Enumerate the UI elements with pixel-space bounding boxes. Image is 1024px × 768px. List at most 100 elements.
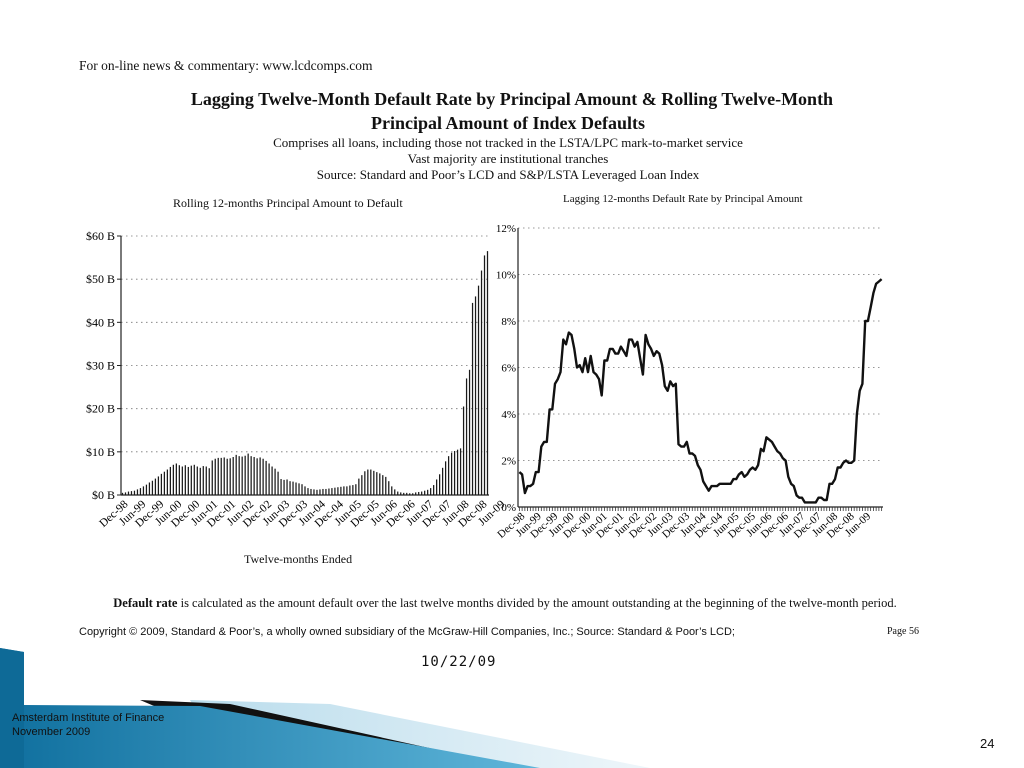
bar: [196, 466, 198, 495]
bar: [388, 481, 390, 495]
y-tick-label: $20 B: [86, 402, 115, 416]
bar: [142, 486, 145, 495]
y-tick-label: 4%: [501, 409, 516, 421]
bar: [154, 478, 157, 495]
bar: [340, 486, 342, 495]
bar: [474, 296, 477, 495]
bar: [301, 484, 303, 495]
bar: [136, 489, 139, 495]
right-chart-title: Lagging 12-months Default Rate by Princi…: [563, 193, 803, 205]
bar: [292, 481, 294, 495]
bar: [430, 488, 432, 495]
institute-date: November 2009: [12, 726, 91, 738]
slide-date: 10/22/09: [421, 654, 497, 670]
bar: [253, 457, 255, 495]
left-chart-xlabel: Twelve-months Ended: [244, 552, 353, 566]
bar: [406, 492, 408, 495]
decor-blue-wedge: [0, 648, 540, 768]
bar: [447, 456, 450, 495]
y-tick-label: $10 B: [86, 445, 115, 459]
bar: [364, 471, 366, 495]
bar: [382, 475, 384, 495]
bar: [373, 470, 375, 495]
bar: [477, 285, 480, 495]
default-rate-footnote: Default rate is calculated as the amount…: [90, 596, 920, 611]
bar: [238, 456, 240, 495]
default-rate-series-line: [518, 278, 883, 504]
bar: [241, 456, 243, 495]
bar: [436, 479, 438, 495]
institute-name: Amsterdam Institute of Finance: [12, 712, 165, 724]
y-tick-label: 10%: [496, 270, 516, 282]
bar: [316, 489, 318, 495]
bar: [145, 484, 148, 495]
bar: [157, 476, 160, 495]
decor-blue-strip: [0, 648, 24, 768]
bar: [235, 454, 237, 495]
bar: [232, 457, 234, 495]
bar: [456, 449, 459, 495]
bar: [486, 251, 489, 495]
bar: [223, 457, 225, 495]
bar: [418, 491, 420, 495]
bar: [178, 465, 180, 495]
y-tick-label: $60 B: [86, 229, 115, 243]
bar: [268, 463, 270, 495]
bar: [328, 488, 330, 495]
bar: [439, 474, 441, 495]
bar: [325, 488, 327, 495]
bar: [355, 484, 357, 495]
bar: [370, 469, 372, 495]
bar: [184, 465, 186, 495]
bar: [307, 488, 309, 495]
footnote-text: is calculated as the amount default over…: [177, 596, 897, 610]
bar: [346, 486, 348, 495]
bar: [247, 453, 249, 495]
bar: [181, 466, 183, 495]
bar: [211, 460, 213, 495]
bar: [217, 457, 219, 495]
bar: [450, 452, 453, 495]
bar: [391, 486, 393, 495]
bar: [229, 458, 231, 495]
bar: [226, 458, 228, 495]
y-tick-label: $0 B: [92, 488, 115, 502]
bar: [424, 490, 426, 495]
bar: [313, 489, 315, 495]
bar: [394, 489, 396, 495]
bar: [271, 466, 273, 495]
y-tick-label: 2%: [501, 456, 516, 468]
bar: [444, 461, 447, 495]
y-tick-label: $40 B: [86, 315, 115, 329]
bar: [286, 479, 288, 495]
left-chart-title: Rolling 12-months Principal Amount to De…: [173, 196, 403, 210]
subtitle-line3: Source: Standard and Poor’s LCD and S&P/…: [316, 167, 700, 182]
bar: [468, 369, 471, 495]
bar: [367, 469, 369, 495]
bar: [205, 466, 207, 495]
bar: [214, 458, 216, 495]
bar: [298, 483, 300, 495]
bar: [124, 492, 127, 495]
bar: [163, 471, 166, 495]
bar: [280, 479, 282, 495]
subtitle-line1: Comprises all loans, including those not…: [273, 135, 743, 150]
bar: [403, 492, 405, 495]
bar: [334, 487, 336, 495]
page-label: Page 56: [887, 626, 919, 637]
page-title-line2: Principal Amount of Index Defaults: [370, 113, 646, 133]
bar: [379, 473, 381, 495]
bar: [265, 460, 267, 495]
bar: [244, 455, 246, 495]
bar: [220, 457, 222, 495]
bar: [480, 270, 483, 495]
bar: [274, 468, 276, 495]
y-tick-label: 12%: [496, 223, 516, 235]
bar: [175, 463, 177, 495]
bar: [409, 493, 411, 495]
bar: [361, 475, 363, 495]
page-title-line1: Lagging Twelve-Month Default Rate by Pri…: [190, 89, 834, 109]
y-tick-label: $30 B: [86, 359, 115, 373]
bar: [283, 479, 285, 495]
